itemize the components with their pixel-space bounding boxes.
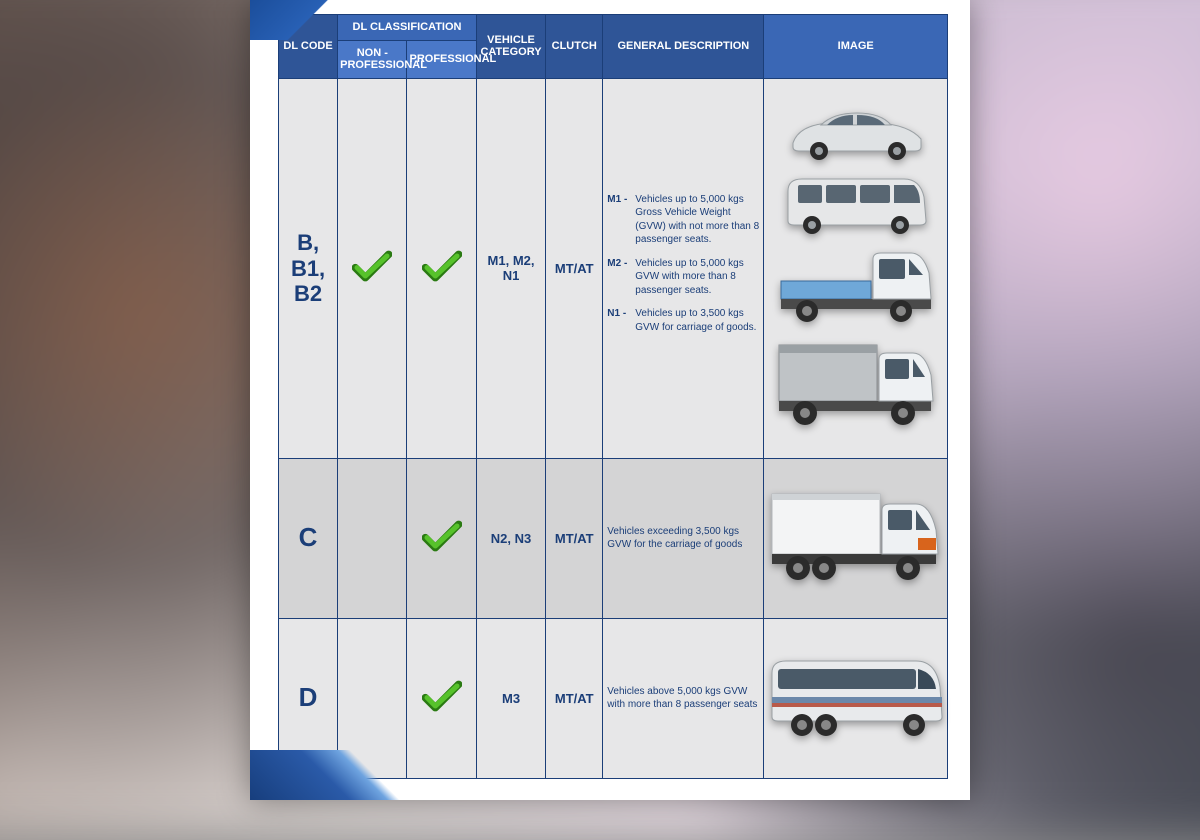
- table-row-b: B, B1, B2 M1, M2, N1 MT/AT: [279, 78, 948, 458]
- vehicle-dropside-truck-icon: [773, 245, 938, 331]
- cell-b-nonpro: [338, 78, 407, 458]
- checkmark-icon: [352, 248, 392, 284]
- col-subheader-professional: PROFESSIONAL: [407, 40, 476, 78]
- cell-c-pro: [407, 458, 476, 618]
- col-header-image: IMAGE: [764, 15, 948, 79]
- vehicle-van-icon: [778, 167, 933, 239]
- cell-c-category: N2, N3: [481, 531, 541, 546]
- cell-d-description: Vehicles above 5,000 kgs GVW with more t…: [607, 685, 759, 712]
- checkmark-icon: [422, 518, 462, 554]
- cell-b-category: M1, M2, N1: [481, 253, 541, 283]
- desc-text: Vehicles up to 5,000 kgs Gross Vehicle W…: [635, 193, 759, 247]
- table-row-c: C N2, N3 MT/AT Vehicles exceeding 3,500 …: [279, 458, 948, 618]
- corner-ribbon-tl: [250, 0, 350, 40]
- corner-ribbon-bl: [250, 750, 450, 800]
- vehicle-large-box-truck-icon: [768, 488, 943, 588]
- col-header-general-description: GENERAL DESCRIPTION: [603, 15, 764, 79]
- cell-b-clutch: MT/AT: [550, 261, 598, 276]
- cell-b-pro: [407, 78, 476, 458]
- cell-d-category: M3: [481, 691, 541, 706]
- dl-code-c: C: [283, 523, 333, 553]
- document-sheet: DL CODE DL CLASSIFICATION VEHICLE CATEGO…: [250, 0, 970, 800]
- checkmark-icon: [422, 248, 462, 284]
- vehicle-box-truck-icon: [773, 337, 938, 433]
- col-subheader-non-professional: NON - PROFESSIONAL: [338, 40, 407, 78]
- checkmark-icon: [422, 678, 462, 714]
- dl-code-b: B, B1, B2: [283, 230, 333, 306]
- vehicle-sedan-icon: [781, 103, 931, 161]
- col-header-clutch: CLUTCH: [546, 15, 603, 79]
- desc-key: M2 -: [607, 257, 631, 298]
- vehicle-bus-icon: [766, 653, 946, 743]
- dl-code-table: DL CODE DL CLASSIFICATION VEHICLE CATEGO…: [278, 14, 948, 779]
- cell-c-nonpro: [338, 458, 407, 618]
- cell-c-images: [764, 458, 948, 618]
- desc-text: Vehicles up to 5,000 kgs GVW with more t…: [635, 257, 759, 298]
- col-header-vehicle-category: VEHICLE CATEGORY: [476, 15, 545, 79]
- col-header-dl-classification: DL CLASSIFICATION: [338, 15, 477, 41]
- cell-d-images: [764, 618, 948, 778]
- dl-code-d: D: [283, 683, 333, 713]
- desc-key: M1 -: [607, 193, 631, 247]
- cell-b-images: [764, 78, 948, 458]
- cell-d-clutch: MT/AT: [550, 691, 598, 706]
- cell-b-description: M1 -Vehicles up to 5,000 kgs Gross Vehic…: [607, 193, 759, 335]
- desc-key: N1 -: [607, 307, 631, 334]
- desc-text: Vehicles up to 3,500 kgs GVW for carriag…: [635, 307, 759, 334]
- cell-c-description: Vehicles exceeding 3,500 kgs GVW for the…: [607, 525, 759, 552]
- cell-c-clutch: MT/AT: [550, 531, 598, 546]
